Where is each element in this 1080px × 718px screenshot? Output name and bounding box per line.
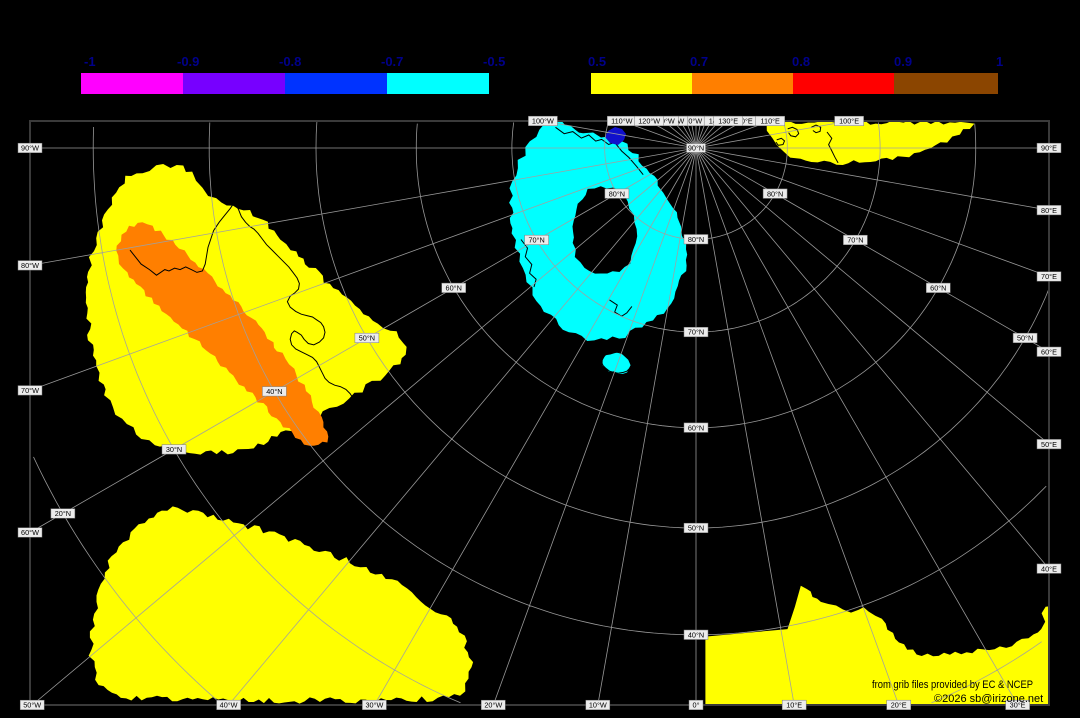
svg-text:10°E: 10°E [786,701,802,710]
svg-text:80°N: 80°N [609,189,625,198]
svg-text:50°N: 50°N [1017,334,1033,343]
svg-text:-0.5: -0.5 [483,54,505,69]
svg-text:-0.7: -0.7 [381,54,403,69]
svg-text:120°W: 120°W [638,117,660,126]
svg-text:40°N: 40°N [688,630,704,639]
svg-text:20°W: 20°W [484,701,502,710]
svg-text:90°W: 90°W [21,144,39,153]
svg-text:80°E: 80°E [1041,206,1057,215]
svg-text:from grib files provided by EC: from grib files provided by EC & NCEP [872,679,1033,691]
svg-text:0.5: 0.5 [588,54,606,69]
svg-text:90°E: 90°E [1041,144,1057,153]
svg-text:70°N: 70°N [847,236,863,245]
svg-text:30°N: 30°N [166,445,182,454]
svg-text:70°N: 70°N [528,236,544,245]
svg-text:30°W: 30°W [365,701,383,710]
svg-text:80°W: 80°W [21,261,39,270]
svg-text:©2026 sb@irizone.net: ©2026 sb@irizone.net [934,693,1043,705]
svg-text:60°W: 60°W [21,528,39,537]
svg-text:-0.9: -0.9 [177,54,199,69]
svg-text:0.7: 0.7 [690,54,708,69]
svg-text:60°N: 60°N [930,284,946,293]
svg-text:110°E: 110°E [760,117,780,126]
svg-text:50°N: 50°N [688,524,704,533]
svg-text:-0.8: -0.8 [279,54,301,69]
svg-text:50°E: 50°E [1041,440,1057,449]
svg-text:100°W: 100°W [532,117,554,126]
svg-text:60°N: 60°N [446,284,462,293]
svg-text:70°E: 70°E [1041,272,1057,281]
svg-text:80°N: 80°N [767,189,783,198]
svg-text:40°E: 40°E [1041,564,1057,573]
svg-text:40°W: 40°W [220,701,238,710]
svg-text:0.9: 0.9 [894,54,912,69]
svg-text:20°N: 20°N [55,509,71,518]
svg-text:20°E: 20°E [891,701,907,710]
svg-text:50°W: 50°W [23,701,41,710]
svg-text:70°N: 70°N [688,328,704,337]
svg-text:40°N: 40°N [266,387,282,396]
svg-text:110°W: 110°W [611,117,633,126]
svg-text:0°: 0° [693,701,700,710]
svg-text:60°N: 60°N [688,423,704,432]
svg-text:80°N: 80°N [688,235,704,244]
svg-text:90°N: 90°N [688,143,704,152]
svg-text:-1: -1 [84,54,96,69]
svg-text:1: 1 [996,54,1003,69]
svg-text:70°W: 70°W [21,386,39,395]
svg-text:10°W: 10°W [589,701,607,710]
svg-text:100°E: 100°E [839,117,859,126]
svg-text:130°E: 130°E [718,117,738,126]
svg-text:50°N: 50°N [359,334,375,343]
svg-text:0.8: 0.8 [792,54,810,69]
svg-text:60°E: 60°E [1041,347,1057,356]
